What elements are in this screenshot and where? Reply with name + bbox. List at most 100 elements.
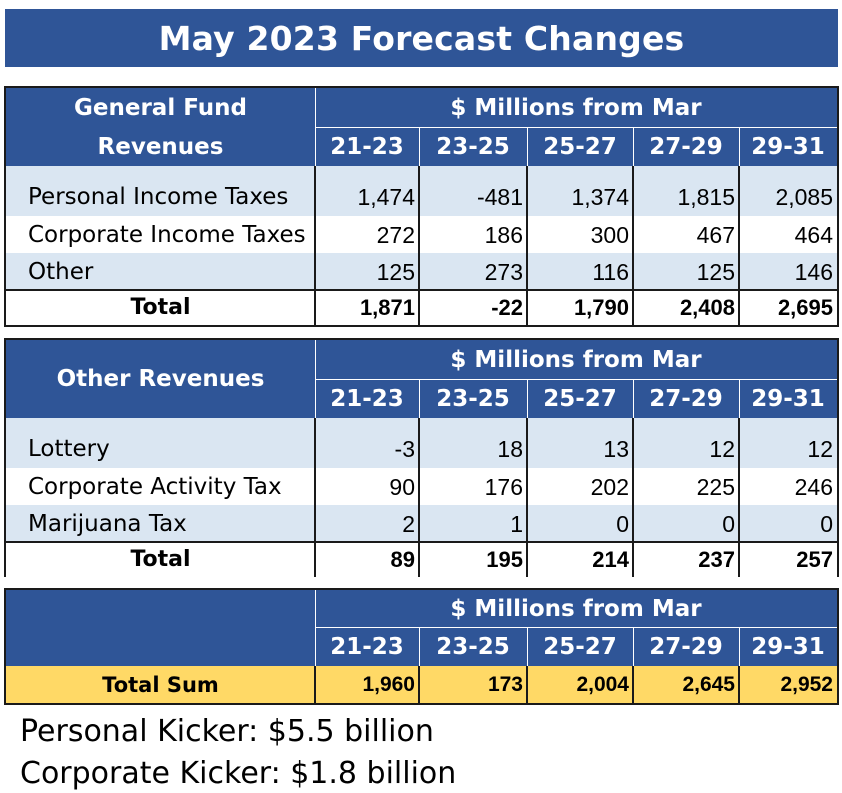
row-1-value-3: 225	[696, 473, 735, 500]
header-span-label: $ Millions from Mar	[315, 340, 837, 380]
body-divider-col-1	[526, 418, 528, 577]
header-divider-col-2	[633, 380, 634, 418]
header-period-4: 29-31	[739, 128, 837, 166]
row-label-0: Personal Income Taxes	[28, 184, 289, 210]
sum-value-3: 2,645	[633, 666, 739, 703]
sum-value-0: 1,960	[315, 666, 419, 703]
row-0-value-2: 13	[603, 435, 629, 462]
total-label: Total	[130, 295, 191, 320]
total-row-bg	[6, 290, 837, 325]
row-label-0: Lottery	[28, 436, 110, 462]
table-row-bg-1	[6, 468, 837, 506]
body-divider-col-2	[632, 418, 634, 577]
sum-header-divider-col-3	[739, 628, 740, 666]
row-1-value-2: 202	[590, 473, 629, 500]
total-sum-table: $ Millions from Mar 21-23 23-25 25-27 27-29 2…	[4, 588, 839, 705]
row-2-value-0: 2	[402, 510, 415, 537]
row-label-1: Corporate Income Taxes	[28, 222, 306, 248]
total-top-border	[6, 289, 837, 291]
body-divider-col-0	[418, 418, 420, 577]
sum-header-divider-label	[315, 590, 316, 666]
sum-header-divider-col-1	[527, 628, 528, 666]
sum-header-period-4: 29-31	[739, 628, 837, 666]
table-row-bg-1	[6, 216, 837, 254]
sum-divider-col-1	[526, 666, 528, 703]
row-2-value-0: 125	[376, 258, 415, 285]
table-row-bg-2	[6, 505, 837, 543]
header-period-3: 27-29	[633, 380, 739, 418]
row-2-value-1: 1	[510, 510, 523, 537]
sum-header-period-2: 25-27	[527, 628, 633, 666]
sum-value-2: 2,004	[527, 666, 633, 703]
sum-divider-label	[314, 666, 316, 703]
row-0-value-2: 1,374	[571, 183, 629, 210]
row-0-value-3: 1,815	[677, 183, 735, 210]
row-1-value-4: 464	[794, 221, 833, 248]
row-0-value-4: 2,085	[775, 183, 833, 210]
sum-value-1: 173	[419, 666, 527, 703]
body-divider-label	[314, 418, 316, 577]
other-revenues-table: Other Revenues $ Millions from Mar 21-23 23…	[4, 338, 839, 577]
total-value-4: 2,695	[777, 294, 833, 320]
header-period-2: 25-27	[527, 380, 633, 418]
row-2-value-4: 146	[794, 258, 833, 285]
header-divider-span	[315, 127, 837, 128]
spacer-row	[6, 166, 837, 178]
header-divider-col-2	[633, 128, 634, 166]
row-2-value-2: 116	[592, 258, 629, 285]
sum-header-divider-col-0	[419, 628, 420, 666]
sum-header-period-1: 23-25	[419, 628, 527, 666]
row-0-value-0: 1,474	[357, 183, 415, 210]
total-value-2: 1,790	[573, 294, 629, 320]
row-1-value-3: 467	[696, 221, 735, 248]
total-value-3: 237	[698, 546, 735, 572]
table-row-bg-2	[6, 253, 837, 291]
total-value-4: 257	[796, 546, 833, 572]
row-1-value-4: 246	[794, 473, 833, 500]
header-period-0: 21-23	[315, 128, 419, 166]
total-row-bg	[6, 542, 837, 577]
personal-kicker: Personal Kicker: $5.5 billion	[20, 714, 434, 749]
total-value-0: 1,871	[359, 294, 415, 320]
row-0-value-0: -3	[394, 435, 415, 462]
row-1-value-1: 186	[484, 221, 523, 248]
sum-value-4: 2,952	[739, 666, 837, 703]
row-1-value-0: 90	[389, 473, 415, 500]
total-value-1: -22	[491, 294, 523, 320]
header-period-4: 29-31	[739, 380, 837, 418]
header-divider-col-3	[739, 128, 740, 166]
body-divider-label	[314, 166, 316, 325]
header-label-line1: General Fund	[6, 88, 315, 128]
total-value-0: 89	[390, 546, 415, 572]
body-divider-col-3	[738, 166, 740, 325]
header-label-line2: Revenues	[6, 128, 315, 166]
spacer-row	[6, 418, 837, 430]
row-label-2: Other	[28, 259, 94, 285]
body-divider-col-2	[632, 166, 634, 325]
body-divider-col-0	[418, 166, 420, 325]
header-period-1: 23-25	[419, 380, 527, 418]
header-divider-col-0	[419, 128, 420, 166]
header-period-2: 25-27	[527, 128, 633, 166]
header-divider-col-0	[419, 380, 420, 418]
total-value-3: 2,408	[679, 294, 735, 320]
sum-label: Total Sum	[6, 666, 315, 703]
body-divider-col-1	[526, 166, 528, 325]
sum-header-divider-span	[315, 627, 837, 628]
sum-header-period-3: 27-29	[633, 628, 739, 666]
header-divider-col-1	[527, 380, 528, 418]
header-period-0: 21-23	[315, 380, 419, 418]
row-2-value-3: 125	[696, 258, 735, 285]
header-period-1: 23-25	[419, 128, 527, 166]
total-value-2: 214	[592, 546, 629, 572]
body-divider-col-3	[738, 418, 740, 577]
header-period-3: 27-29	[633, 128, 739, 166]
row-2-value-1: 273	[484, 258, 523, 285]
row-0-value-1: -481	[476, 183, 523, 210]
header-span-label: $ Millions from Mar	[315, 88, 837, 128]
row-2-value-2: 0	[616, 510, 629, 537]
sum-divider-col-0	[418, 666, 420, 703]
table-row-bg-0	[6, 178, 837, 216]
header-divider-col-1	[527, 128, 528, 166]
header-divider-span	[315, 379, 837, 380]
